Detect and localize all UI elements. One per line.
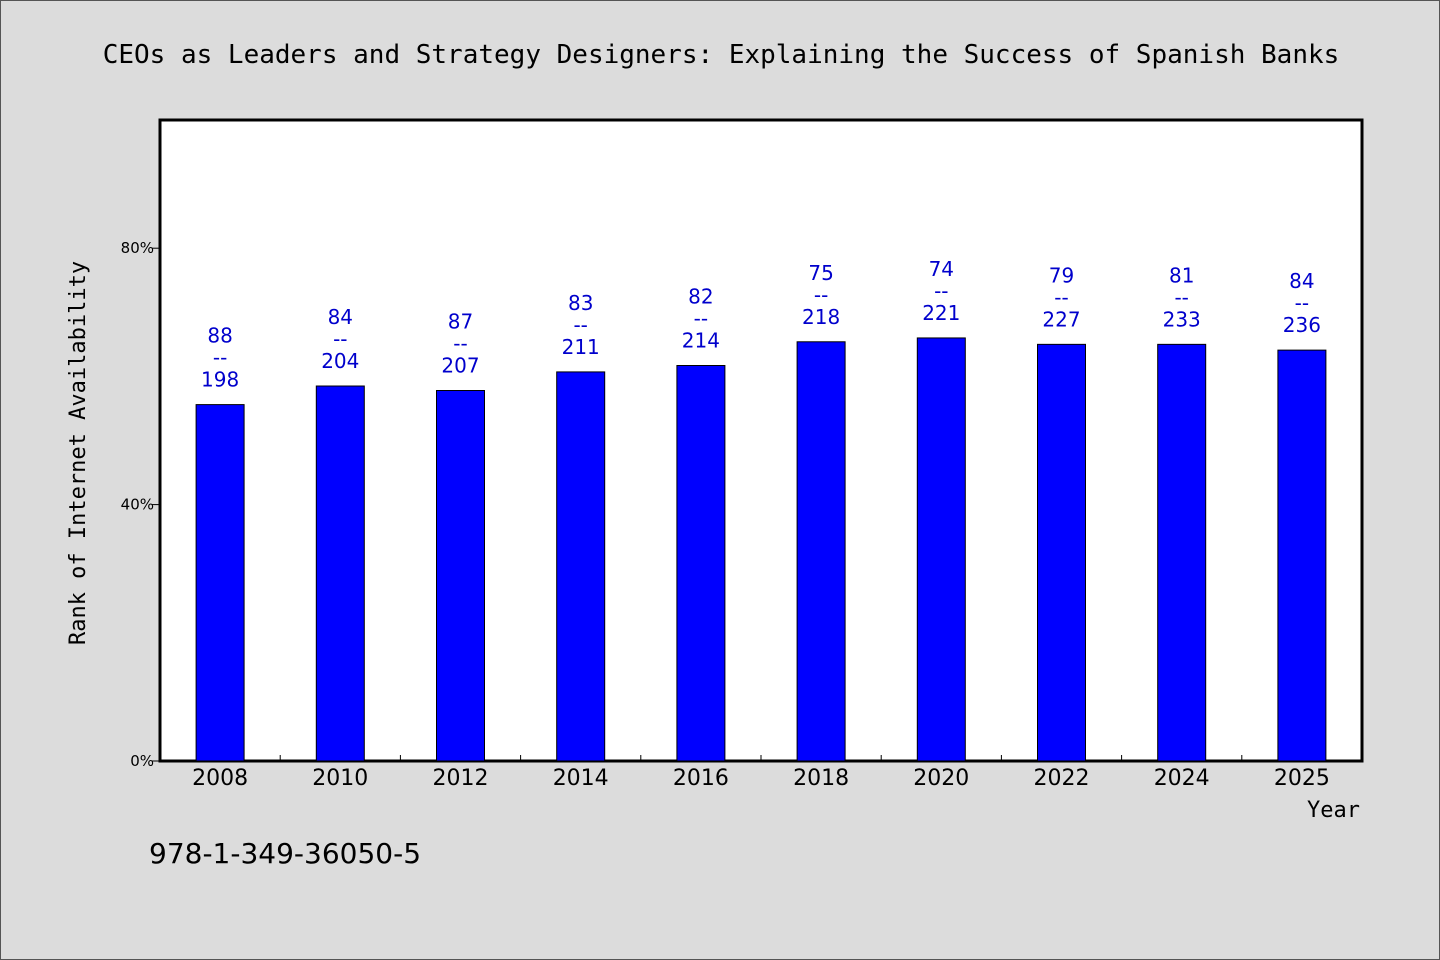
bar-label-separator: -- (694, 307, 708, 331)
y-axis-label: Rank of Internet Availability (66, 261, 91, 645)
bar (1277, 349, 1327, 762)
bar-label-bottom: 227 (1042, 307, 1080, 331)
bar (436, 390, 485, 762)
x-tick-label: 2025 (1274, 766, 1330, 791)
bar-label-bottom: 236 (1283, 313, 1321, 337)
x-tick-label: 2014 (553, 766, 609, 791)
bar-label-separator: -- (453, 332, 467, 356)
bar (195, 404, 245, 762)
bar-label-top: 83 (568, 291, 593, 315)
bar (556, 371, 606, 762)
bar-label-bottom: 211 (562, 335, 600, 359)
bar-label-top: 84 (328, 305, 353, 329)
bar (1037, 343, 1086, 762)
bar-label-separator: -- (573, 313, 587, 337)
x-tick-label: 2012 (433, 766, 489, 791)
bar-label-bottom: 198 (201, 368, 239, 392)
bar-label-top: 82 (688, 285, 713, 309)
x-axis-label: Year (1307, 798, 1360, 823)
bar-label-separator: -- (934, 279, 948, 303)
bar (796, 341, 846, 762)
bar-label-bottom: 214 (682, 329, 720, 353)
y-tick-label: 80% (121, 239, 154, 257)
bar-label-top: 75 (808, 261, 833, 285)
bar-label-top: 84 (1289, 269, 1314, 293)
bar-data-labels: 198--88204--84207--87211--83214--82218--… (201, 257, 1321, 392)
bar-label-bottom: 204 (321, 349, 359, 373)
bar-label-top: 88 (207, 324, 232, 348)
bar-label-separator: -- (1054, 285, 1068, 309)
bar (916, 337, 966, 762)
x-tick-label: 2020 (913, 766, 969, 791)
x-tick-label: 2024 (1154, 766, 1210, 791)
x-axis: 2008 2010 2012 2014 2016 2018 2020 2022 2024 2025 (192, 755, 1330, 791)
x-tick-label: 2016 (673, 766, 729, 791)
bar-label-top: 81 (1169, 263, 1194, 287)
bar-label-separator: -- (1174, 285, 1188, 309)
bar-label-separator: -- (814, 283, 828, 307)
bar-label-top: 74 (929, 257, 954, 281)
y-tick-label: 40% (121, 496, 154, 514)
bar (676, 365, 726, 762)
x-tick-label: 2022 (1034, 766, 1090, 791)
isbn-footnote: 978-1-349-36050-5 (149, 837, 421, 870)
x-tick-label: 2018 (793, 766, 849, 791)
bar-label-bottom: 207 (441, 354, 479, 378)
bar-label-separator: -- (333, 327, 347, 351)
y-axis: 0% 40% 80% (121, 239, 160, 770)
chart-title: CEOs as Leaders and Strategy Designers: … (103, 40, 1340, 70)
x-tick-label: 2008 (192, 766, 248, 791)
x-tick-label: 2010 (312, 766, 368, 791)
bar (1157, 343, 1207, 762)
bar (315, 385, 365, 762)
bar-label-bottom: 233 (1163, 307, 1201, 331)
bar-label-bottom: 218 (802, 305, 840, 329)
bar-series (195, 337, 1327, 762)
bar-label-separator: -- (1295, 291, 1309, 315)
bar-label-top: 79 (1049, 263, 1074, 287)
bar-label-bottom: 221 (922, 301, 960, 325)
y-tick-label: 0% (130, 752, 154, 770)
bar-label-separator: -- (213, 346, 227, 370)
bar-label-top: 87 (448, 310, 473, 334)
